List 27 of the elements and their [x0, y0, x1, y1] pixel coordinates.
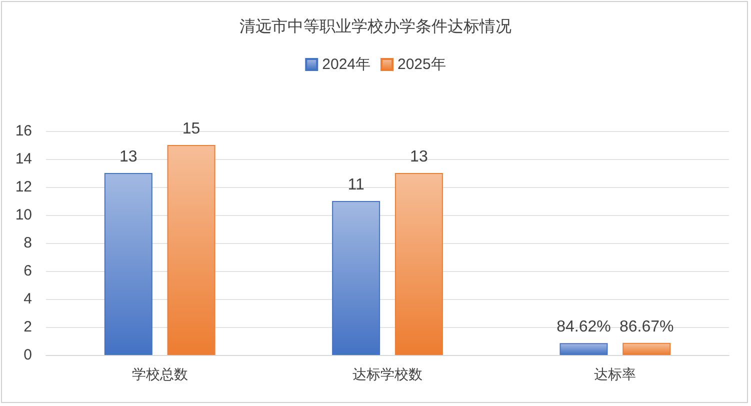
legend-label: 2025年	[398, 56, 446, 73]
y-tick-label: 8	[24, 234, 32, 252]
y-tick-label: 6	[24, 262, 32, 280]
y-tick-label: 0	[24, 346, 32, 364]
x-tick-label: 达标率	[594, 366, 636, 382]
data-label: 13	[410, 148, 428, 166]
y-tick-label: 4	[24, 290, 32, 308]
bar	[394, 173, 443, 355]
bar	[332, 201, 380, 355]
y-tick-label: 16	[15, 122, 32, 140]
data-label: 13	[119, 148, 138, 166]
bar	[560, 343, 608, 355]
y-tick-label: 10	[15, 206, 32, 224]
bar	[167, 145, 216, 355]
y-tick-label: 2	[24, 318, 32, 336]
bar	[104, 173, 152, 355]
chart-title: 清远市中等职业学校办学条件达标情况	[240, 18, 512, 36]
x-tick-label: 学校总数	[132, 366, 188, 382]
data-label: 84.62%	[556, 318, 611, 336]
legend-label: 2024年	[322, 56, 371, 73]
y-tick-label: 12	[15, 178, 32, 196]
y-tick-label: 14	[15, 150, 32, 168]
data-label: 11	[348, 176, 364, 194]
data-label: 15	[182, 120, 200, 138]
x-tick-label: 达标学校数	[352, 366, 422, 382]
data-label: 86.67%	[619, 318, 674, 336]
bar	[622, 342, 671, 355]
